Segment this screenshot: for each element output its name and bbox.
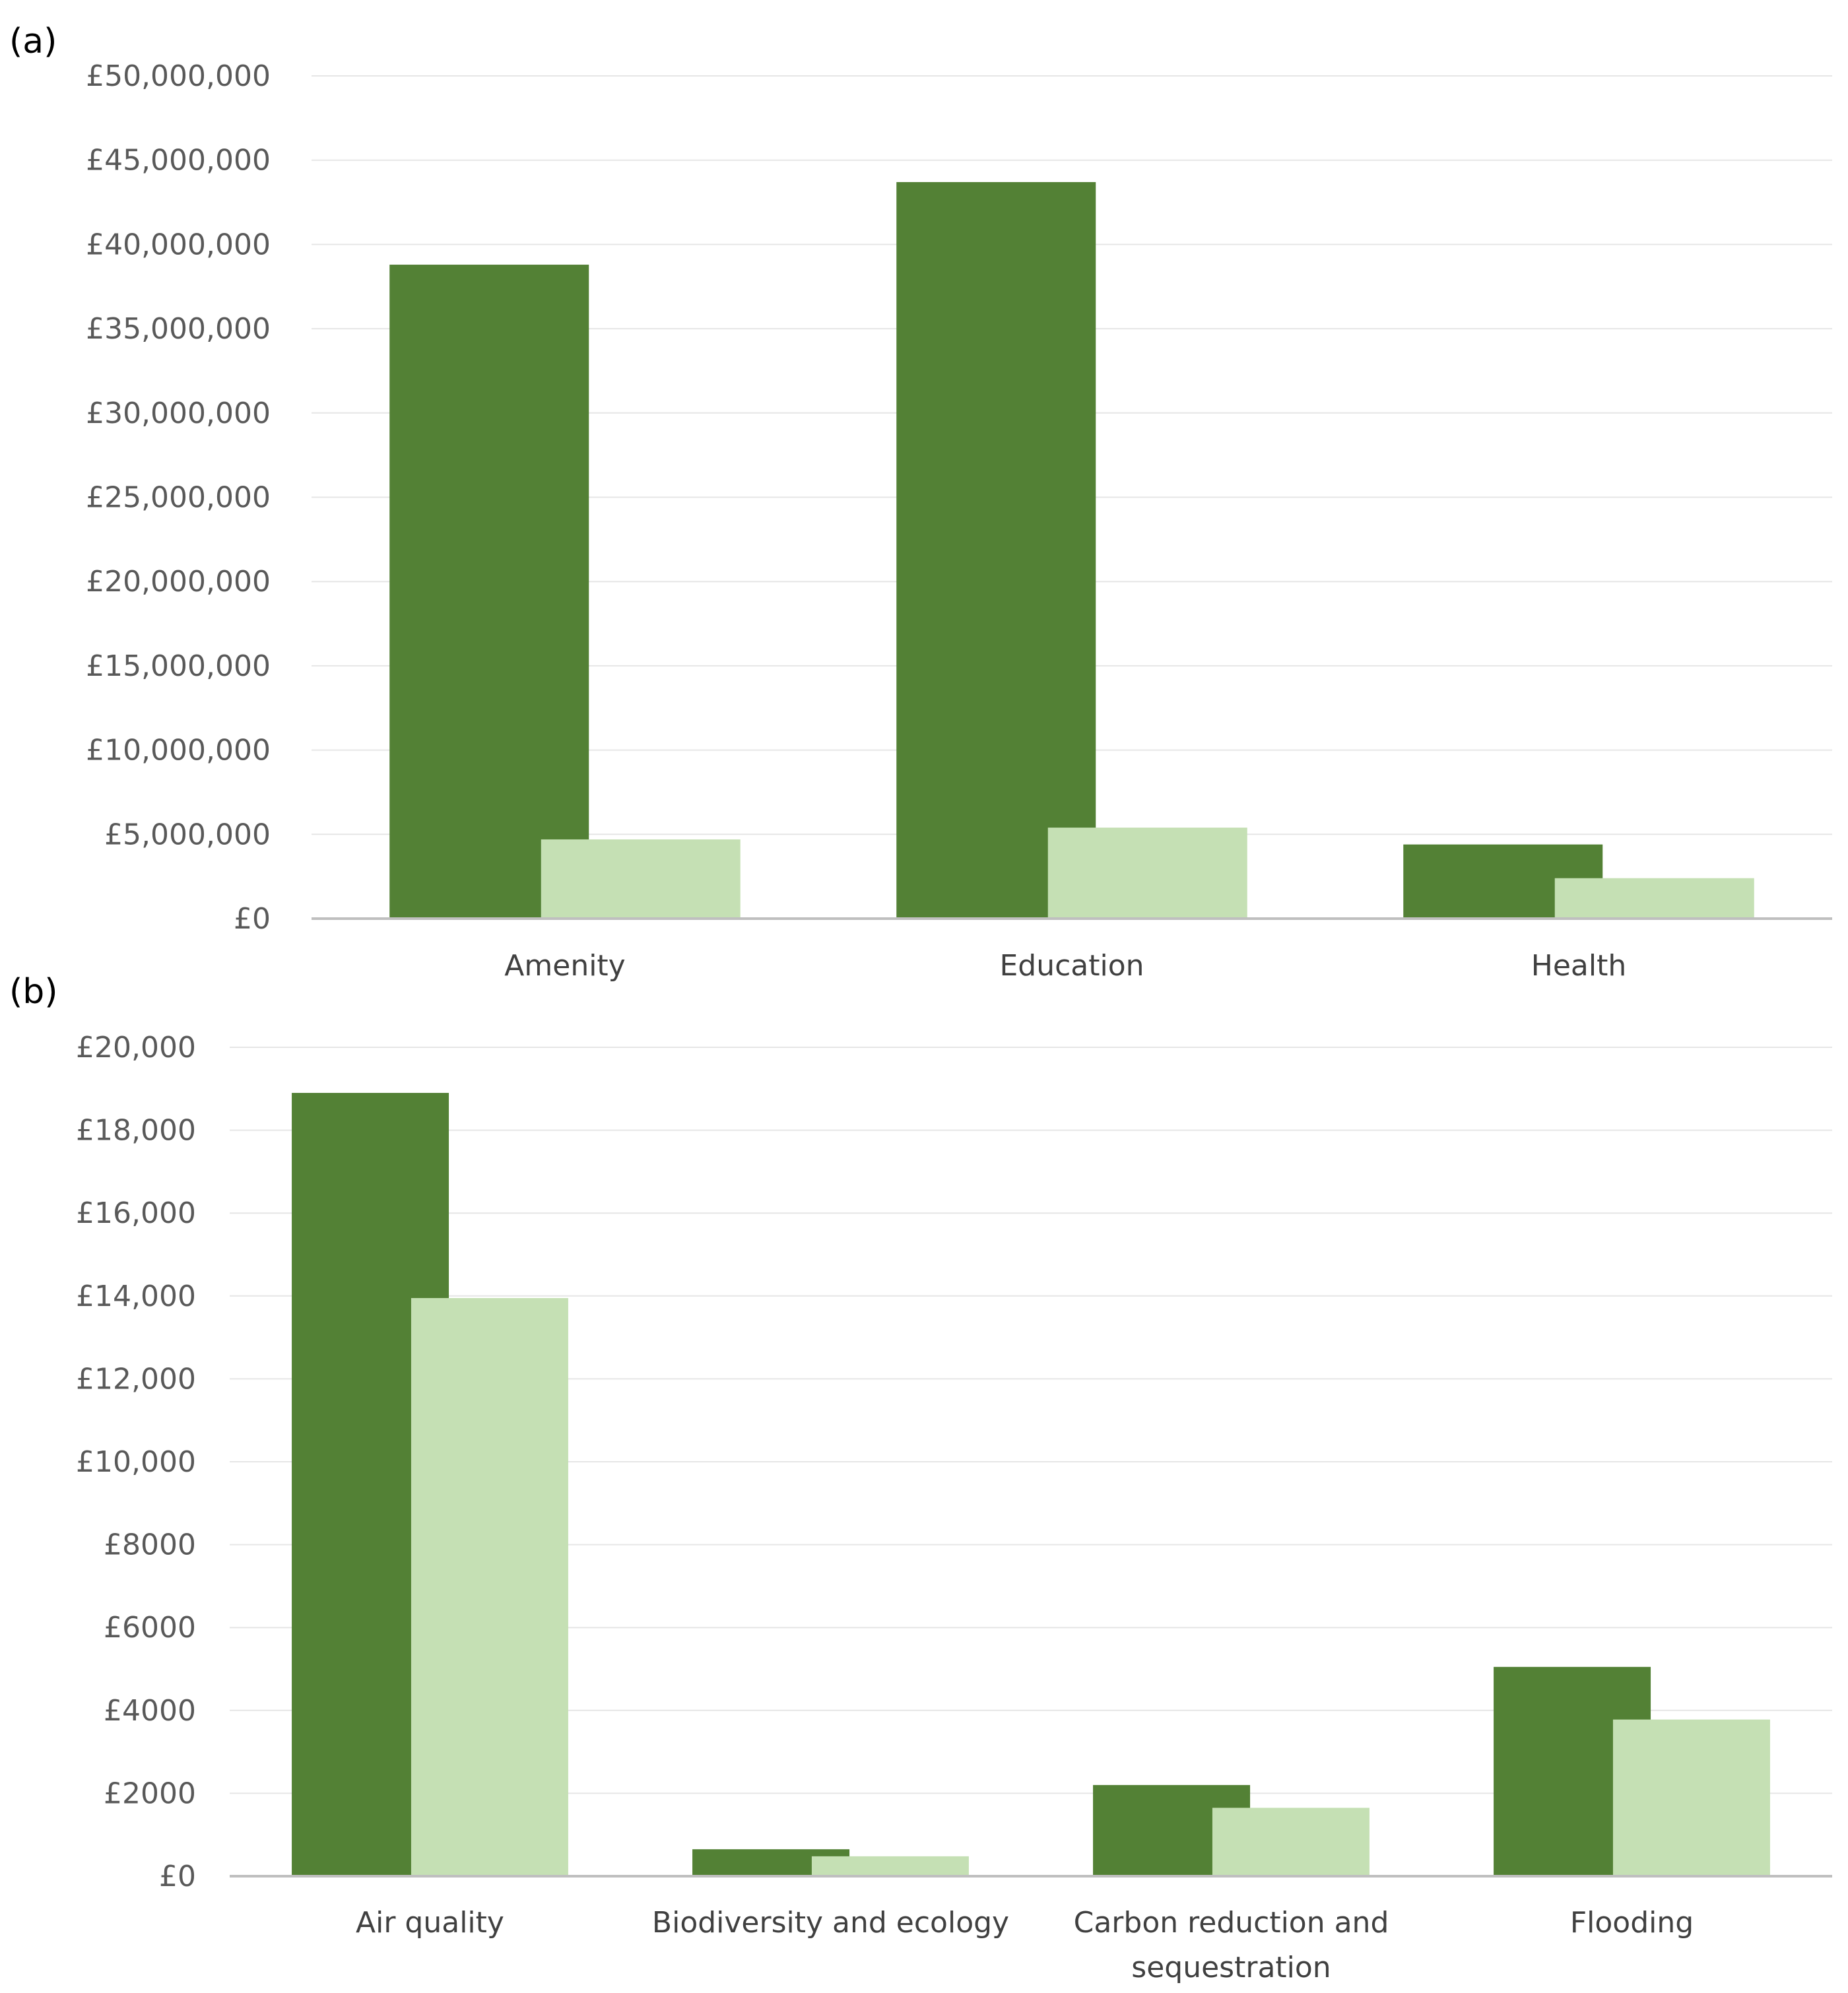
category-label-a-1: Education [999,949,1144,983]
y-tick-label-b-6: £12,000 [76,1362,196,1396]
category-label-b-2-line0: Carbon reduction and [1074,1906,1389,1940]
y-tick-label-a-8: £40,000,000 [86,228,271,261]
y-tick-label-b-0: £0 [159,1860,196,1893]
category-label-b-0: Air quality [356,1906,504,1940]
y-tick-label-a-10: £50,000,000 [86,59,271,93]
y-tick-label-b-1: £2000 [104,1777,196,1810]
y-tick-label-b-5: £10,000 [76,1445,196,1479]
bar-b-2-1 [811,1856,969,1876]
bar-b-2-0 [411,1297,568,1876]
y-tick-label-a-9: £45,000,000 [86,144,271,178]
chart-b: £0 £2000 £4000 £6000 £8000 £10,000 £12,000 £14,… [76,1031,1832,1984]
y-tick-label-a-3: £15,000,000 [86,649,271,683]
bar-a-1-1 [896,181,1096,919]
y-tick-label-b-3: £6000 [104,1611,196,1645]
category-label-a-0: Amenity [504,949,625,983]
y-tick-label-a-0: £0 [234,902,271,936]
y-tick-label-a-4: £20,000,000 [86,565,271,599]
panel-label-a: (a) [9,22,57,61]
y-tick-label-b-2: £4000 [104,1694,196,1728]
bar-a-2-0 [541,839,741,919]
y-tick-label-a-6: £30,000,000 [86,397,271,430]
y-tick-label-b-7: £14,000 [76,1280,196,1313]
bar-a-2-1 [1047,828,1247,919]
bar-b-2-2 [1212,1808,1370,1876]
category-label-b-1: Biodiversity and ecology [652,1906,1009,1940]
category-label-a-2: Health [1531,949,1626,983]
y-tick-label-a-5: £25,000,000 [86,481,271,515]
y-tick-label-b-9: £18,000 [76,1114,196,1148]
y-tick-label-a-1: £5,000,000 [104,818,271,851]
y-tick-label-b-4: £8000 [104,1528,196,1562]
bar-a-1-0 [389,265,589,919]
chart-a: £0 £5,000,000 £10,000,000 £15,000,000 £20,00… [86,59,1832,983]
category-label-b-2-line1: sequestration [1131,1951,1331,1984]
y-tick-label-a-2: £10,000,000 [86,734,271,768]
bar-a-2-2 [1554,878,1754,919]
panel-label-b: (b) [9,972,58,1012]
y-tick-label-a-7: £35,000,000 [86,312,271,346]
y-tick-label-b-10: £20,000 [76,1031,196,1064]
y-tick-label-b-8: £16,000 [76,1196,196,1230]
category-label-b-3: Flooding [1570,1906,1694,1940]
bar-b-2-3 [1612,1719,1770,1876]
